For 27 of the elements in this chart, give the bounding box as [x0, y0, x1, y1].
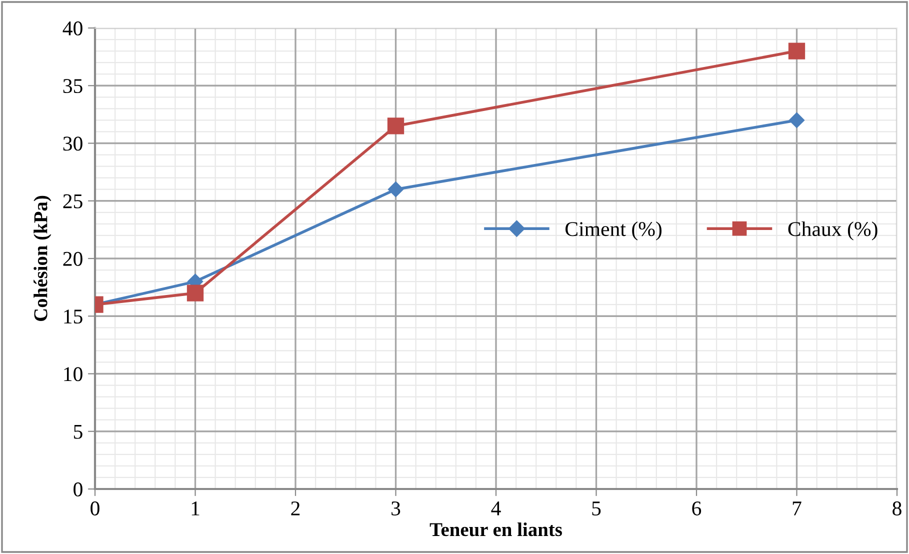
x-tick-label: 4	[491, 502, 501, 516]
point	[788, 42, 806, 60]
x-tick-label: 8	[892, 501, 902, 516]
x-tick-label: 5	[592, 502, 601, 516]
y-tick-label: 20	[63, 252, 82, 266]
legend-label: Ciment (%)	[566, 221, 662, 240]
x-tick-label: 7	[792, 502, 802, 516]
legend-label: Chaux (%)	[788, 221, 878, 240]
y-tick-label: 30	[63, 136, 82, 151]
x-tick-label: 6	[692, 501, 702, 516]
y-tick-label: 15	[64, 310, 82, 324]
y-tick-label: 10	[64, 367, 82, 382]
x-tick-label: 1	[192, 502, 200, 516]
x-axis-title: Teneur en liants	[430, 522, 562, 536]
y-axis-title: Cohésion (kPa)	[34, 196, 52, 322]
y-tick-label: 25	[63, 194, 82, 208]
point	[387, 118, 404, 134]
x-tick-label: 2	[291, 501, 300, 516]
point	[186, 284, 204, 302]
y-tick-label: 40	[62, 21, 82, 36]
y-tick-label: 35	[63, 79, 82, 94]
y-tick-label: 0	[74, 482, 82, 496]
point	[788, 112, 805, 128]
x-tick-label: 3	[392, 501, 400, 516]
y-tick-label: 5	[74, 424, 82, 439]
point	[388, 182, 404, 198]
x-tick-label: 0	[90, 501, 100, 516]
